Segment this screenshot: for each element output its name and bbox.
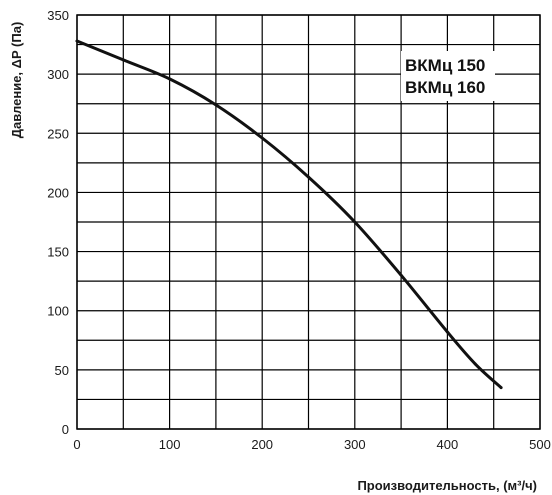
legend-entry-2: ВКМц 160 [405,78,485,97]
y-axis-title: Давление, ΔP (Па) [9,22,24,139]
y-tick-label: 50 [55,363,69,378]
x-tick-label: 500 [529,437,551,452]
y-tick-label: 150 [47,245,69,260]
y-tick-label: 350 [47,8,69,23]
x-tick-label: 0 [73,437,80,452]
data-point [353,220,357,224]
y-tick-label: 200 [47,185,69,200]
legend-background [401,51,495,101]
y-tick-label: 300 [47,67,69,82]
data-point [121,58,125,62]
data-point [168,77,172,81]
data-point [307,175,310,179]
plot-border [76,14,541,430]
plot-frame [76,14,541,430]
data-point [260,136,264,140]
x-tick-label: 300 [344,437,366,452]
y-tick-label: 0 [62,422,69,437]
x-axis-title: Производительность, (м³/ч) [357,478,537,493]
y-tick-labels: 0 50 100 150 200 250 300 350 [47,8,69,437]
data-point [446,330,449,334]
x-tick-label: 200 [251,437,273,452]
x-tick-labels: 0 100 200 300 400 500 [73,437,550,452]
data-point [473,362,477,366]
y-tick-label: 100 [47,304,69,319]
data-point [399,273,403,277]
data-point [499,386,503,389]
series-layer [75,39,503,390]
data-point [214,103,218,107]
legend-entry-1: ВКМц 150 [405,56,485,75]
x-tick-label: 100 [159,437,181,452]
series-line [75,39,503,390]
data-point [75,39,79,43]
x-tick-label: 400 [437,437,459,452]
y-tick-label: 250 [47,126,69,141]
